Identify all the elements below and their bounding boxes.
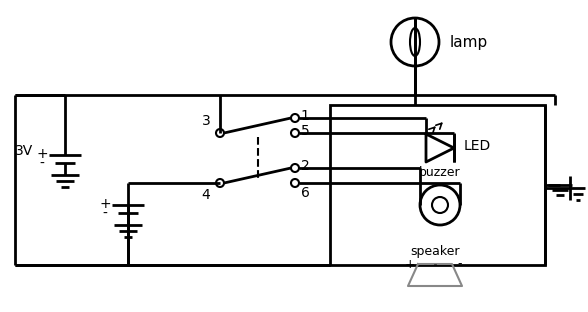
Text: -: - bbox=[39, 157, 45, 171]
Text: -: - bbox=[457, 257, 462, 271]
Text: speaker: speaker bbox=[410, 246, 460, 259]
Text: buzzer: buzzer bbox=[419, 165, 461, 178]
Text: 3: 3 bbox=[202, 114, 211, 128]
Text: 5: 5 bbox=[300, 124, 309, 138]
Text: 6: 6 bbox=[300, 186, 309, 200]
Text: 2: 2 bbox=[300, 159, 309, 173]
Text: +: + bbox=[36, 147, 48, 161]
Text: -: - bbox=[102, 207, 108, 221]
Text: +: + bbox=[405, 257, 415, 271]
Text: 3V: 3V bbox=[15, 144, 34, 158]
Text: 1: 1 bbox=[300, 109, 309, 123]
Text: 4: 4 bbox=[202, 188, 211, 202]
Bar bbox=[330, 105, 545, 265]
Text: lamp: lamp bbox=[450, 35, 488, 50]
Text: LED: LED bbox=[464, 139, 491, 153]
Text: +: + bbox=[99, 197, 111, 211]
